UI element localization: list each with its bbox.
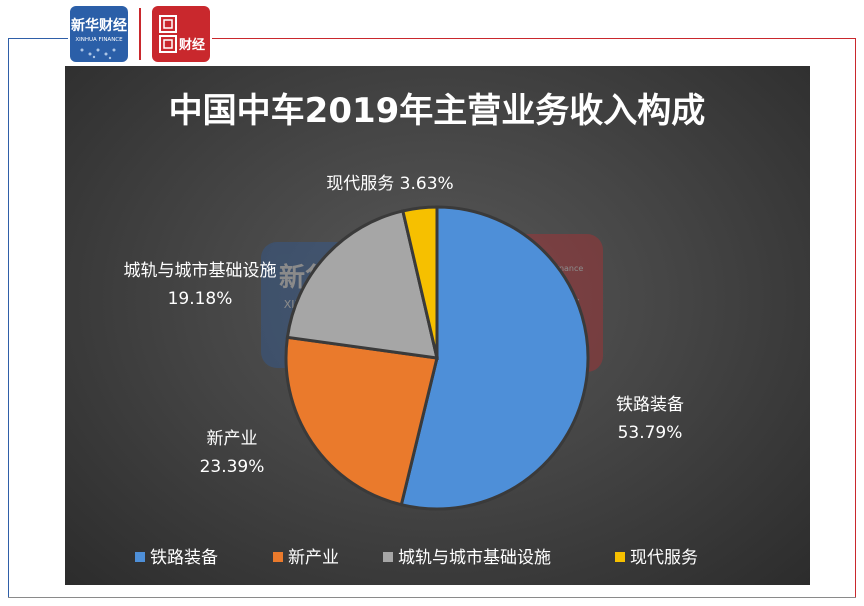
pie-slices	[286, 207, 588, 509]
slice-label-name-3: 城轨与城市基础设施	[124, 261, 277, 281]
legend-label-3: 城轨与城市基础设施	[398, 548, 551, 568]
legend-swatch-4	[615, 552, 625, 562]
slice-label-value-3: 19.18%	[168, 289, 233, 309]
slice-label-name-1: 铁路装备	[616, 395, 684, 415]
xinhua-finance-logo: 新华财经 XINHUA FINANCE	[70, 6, 128, 62]
svg-text:财经: 财经	[179, 37, 205, 53]
legend-label-1: 铁路装备	[150, 548, 218, 568]
slice-label-4: 现代服务 3.63%	[326, 174, 453, 194]
legend-label-4: 现代服务	[630, 548, 698, 568]
logo-separator	[139, 8, 141, 60]
pie-chart: 新华财经 XINHUA FINANCE 财经 Bread Finance 中国中…	[65, 66, 810, 585]
slice-label-name-2: 新产业	[207, 429, 258, 449]
legend-swatch-2	[273, 552, 283, 562]
slice-label-value-2: 23.39%	[200, 457, 265, 477]
frame-line-top-right	[212, 38, 856, 39]
slice-label-value-1: 53.79%	[618, 423, 683, 443]
legend-label-2: 新产业	[288, 548, 339, 568]
legend-swatch-3	[383, 552, 393, 562]
frame-line-right	[855, 38, 856, 598]
frame-line-bottom	[8, 597, 856, 598]
legend-swatch-1	[135, 552, 145, 562]
xinhua-logo-cn: 新华财经	[71, 17, 127, 34]
chart-title: 中国中车2019年主营业务收入构成	[169, 91, 706, 131]
legend: 铁路装备 新产业 城轨与城市基础设施 现代服务	[135, 548, 698, 568]
chart-panel: 新华财经 XINHUA FINANCE 财经 Bread Finance 中国中…	[65, 66, 810, 585]
mianbao-finance-logo: 财经	[152, 6, 210, 62]
xinhua-logo-en: XINHUA FINANCE	[75, 37, 123, 43]
frame-line-left	[8, 38, 9, 598]
frame-line-top-left	[8, 38, 68, 39]
